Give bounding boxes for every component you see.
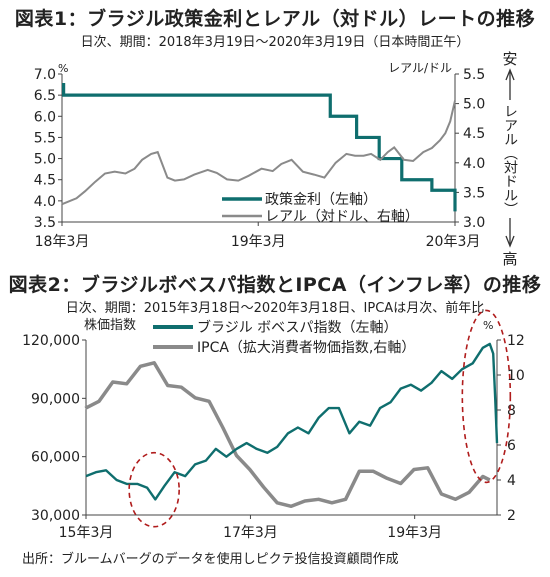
chart1-left-tick-label: 5.5 xyxy=(34,130,56,146)
chart1-left-tick-label: 4.5 xyxy=(34,173,56,189)
chart1-legend-brl-label: レアル（対ドル、右軸） xyxy=(265,209,419,225)
chart2-right-unit: % xyxy=(483,319,493,332)
chart1-x-tick-label: 20年3月 xyxy=(426,234,481,250)
chart1-x-tick-label: 18年3月 xyxy=(35,234,90,250)
chart2-left-unit: 株価指数 xyxy=(84,318,136,333)
chart1-arrow-down-head xyxy=(505,235,515,248)
chart2-left-tick-label: 30,000 xyxy=(31,508,80,524)
chart2-highlight-2020 xyxy=(461,309,512,484)
chart2-plot: 120,000 90,000 60,000 30,000 12 10 8 6 4 2 株価指数 % 15… xyxy=(22,309,525,541)
chart2-left-tick-label: 120,000 xyxy=(22,333,80,349)
chart2-right-tick-label: 12 xyxy=(507,333,525,349)
chart2-x-tick-label: 15年3月 xyxy=(59,525,114,541)
chart1-left-tick-label: 6.5 xyxy=(34,88,56,104)
chart1-x-tick-label: 19年3月 xyxy=(231,234,286,250)
chart1-right-tick-label: 3.0 xyxy=(463,215,485,231)
chart1-right-tick-label: 4.0 xyxy=(463,156,485,172)
chart2-left-tick-label: 90,000 xyxy=(31,391,80,407)
chart1-brl-line xyxy=(61,100,456,206)
chart2-x-tick-label: 17年3月 xyxy=(223,525,278,541)
chart1-right-tick-label: 4.5 xyxy=(463,126,485,142)
chart1-left-tick-label: 6.0 xyxy=(34,109,56,125)
chart1-right-tick-label: 3.5 xyxy=(463,185,485,201)
chart1-right-tick-label: 5.5 xyxy=(463,67,485,83)
chart1-arrow-mid-label: レアル（対ドル） xyxy=(502,104,518,216)
chart1-arrow-label-bg xyxy=(500,100,520,218)
chart2-right-tick-label: 4 xyxy=(507,473,516,489)
chart2-left-tick-label: 60,000 xyxy=(31,450,80,466)
chart2-right-tick-label: 8 xyxy=(507,403,516,419)
chart2-ipca-line xyxy=(84,361,491,509)
chart1-left-tick-label: 4.0 xyxy=(34,194,56,210)
chart1-left-tick-label: 3.5 xyxy=(34,215,56,231)
chart1-plot: 7.0 6.5 6.0 5.5 5.0 4.5 4.0 3.5 5.5 5.0 4.5 4.0 3.5 3… xyxy=(34,50,520,268)
chart2-legend-ipca-label: IPCA（拡大消費者物価指数,右軸） xyxy=(197,340,415,356)
chart1-right-tick-label: 5.0 xyxy=(463,97,485,113)
chart2-legend-bovespa-label: ブラジル ボベスパ指数（左軸） xyxy=(197,319,397,336)
chart2-bovespa-line xyxy=(85,342,499,501)
chart2-subtitle: 日次、期間：2015年3月18日～2020年3月18日、IPCAは月次、前年比 xyxy=(65,301,485,316)
chart2-x-tick-label: 19年3月 xyxy=(387,525,442,541)
chart1-left-tick-label: 7.0 xyxy=(34,67,56,83)
chart1-left-tick-label: 5.0 xyxy=(34,152,56,168)
chart2-right-tick-label: 6 xyxy=(507,438,516,454)
chart1-arrow-bottom-label: 高 xyxy=(502,250,517,268)
chart1-rate-line xyxy=(62,82,457,212)
chart2-right-tick-label: 10 xyxy=(507,368,525,384)
chart2-highlight-2016 xyxy=(128,451,180,528)
chart1-left-unit: % xyxy=(58,62,68,75)
chart2-right-tick-label: 2 xyxy=(507,508,516,524)
chart1-right-unit: レアル/ドル xyxy=(388,61,452,75)
chart1-subtitle: 日次、期間：2018年3月19日～2020年3月19日（日本時間正午） xyxy=(80,35,470,50)
chart2-title: 図表2：ブラジルボベスパ指数とIPCA（インフレ率）の推移 xyxy=(8,274,542,296)
chart1-arrow-up-head xyxy=(505,68,515,81)
source-note: 出所：ブルームバーグのデータを使用しピクテ投信投資顧問作成 xyxy=(22,552,399,567)
chart1-title: 図表1：ブラジル政策金利とレアル（対ドル）レートの推移 xyxy=(14,8,536,30)
chart1-arrow-top-label: 安 xyxy=(502,50,517,68)
chart1-legend-rate-label: 政策金利（左軸） xyxy=(265,191,377,208)
